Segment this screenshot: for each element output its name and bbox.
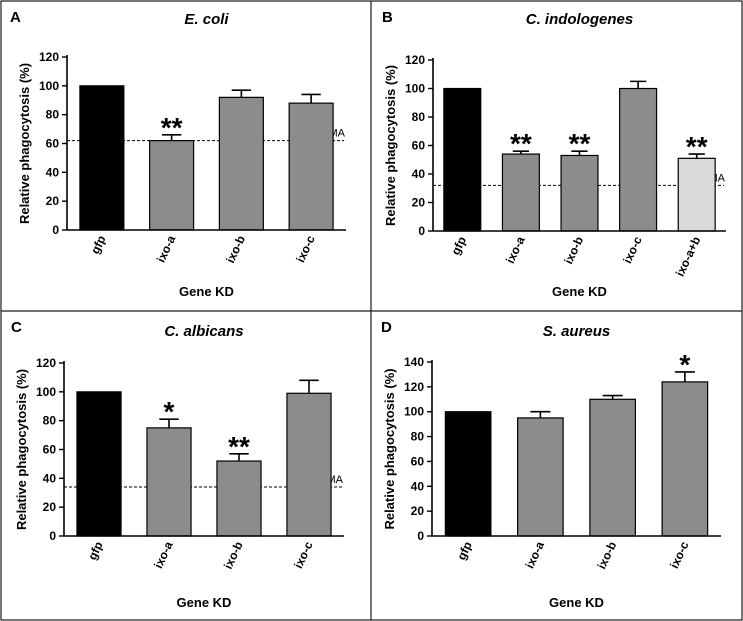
panel-d: D S. aureus 0 20 40 60 80 100 120 140 Relative pha… [381,319,721,610]
bar-ixo-c [286,392,332,537]
panel-title: S. aureus [543,323,611,340]
bar-ixo-b [216,460,262,537]
panel-title: E. coli [184,11,229,28]
y-tick-label: 100 [404,405,424,419]
y-axis-title: Relative phagocytosis (%) [17,63,32,224]
y-tick-label: 80 [46,108,60,122]
significance-marker: ** [228,431,250,462]
y-tick-label: 20 [411,504,425,518]
y-tick-label: 100 [36,385,56,399]
significance-marker: ** [686,131,708,162]
panel-title: C. albicans [164,323,243,340]
bar-ixo-b [589,398,636,537]
panel-letter: C [11,319,22,336]
panel-c: C C. albicans 0 20 40 60 80 100 120 Relative phag… [11,319,344,610]
significance-marker: ** [510,128,532,159]
bar-ixo-a [517,417,564,537]
y-tick-label: 80 [412,110,426,124]
x-axis-title: Gene KD [549,595,604,610]
y-tick-label: 0 [418,224,425,238]
y-tick-label: 100 [405,82,425,96]
bar-gfp [79,85,125,231]
y-tick-label: 100 [39,79,59,93]
bar-ixo-b [560,154,599,232]
y-axis-title: Relative phagocytosis (%) [14,369,29,530]
y-tick-label: 120 [39,50,59,64]
x-axis-title: Gene KD [179,284,234,299]
significance-marker: ** [161,112,183,143]
bar-ixo-c [288,102,334,231]
significance-marker: * [164,396,175,427]
significance-marker: ** [569,128,591,159]
significance-marker: * [679,349,690,380]
y-tick-label: 40 [43,471,57,485]
y-tick-label: 80 [411,430,425,444]
bar-ixo-a [146,427,192,537]
y-tick-label: 0 [49,529,56,543]
y-tick-label: 60 [412,139,426,153]
y-tick-label: 40 [411,479,425,493]
panel-a: A E. coli 0 20 40 60 80 100 120 Relative phagocyt… [10,9,346,299]
y-tick-label: 20 [46,194,60,208]
y-tick-label: 20 [412,196,426,210]
y-tick-label: 40 [46,165,60,179]
bar-ixo-c [661,381,709,537]
y-tick-label: 140 [404,355,424,369]
bar-ixo-c [619,87,658,232]
y-tick-label: 120 [405,53,425,67]
panel-letter: A [10,9,21,26]
y-tick-label: 60 [46,137,60,151]
y-tick-label: 120 [36,356,56,370]
y-tick-label: 60 [411,454,425,468]
y-tick-label: 0 [52,223,59,237]
bar-ixo-a [501,153,540,232]
y-tick-label: 60 [43,443,57,457]
y-axis-title: Relative phagocytosis (%) [383,65,398,226]
panel-title: C. indologenes [526,11,634,28]
bar-gfp [444,411,492,537]
bar-ixo-a+b [677,157,716,232]
y-axis-title: Relative phagocytosis (%) [382,368,397,529]
bar-ixo-b [218,96,264,231]
x-axis-title: Gene KD [177,595,232,610]
y-tick-label: 80 [43,414,57,428]
bar-gfp [76,391,122,537]
y-tick-label: 20 [43,500,57,514]
y-tick-label: 120 [404,380,424,394]
bar-gfp [443,87,482,232]
x-axis-title: Gene KD [552,284,607,299]
panel-letter: D [381,319,392,336]
bar-ixo-a [149,140,195,231]
panel-letter: B [382,9,393,26]
panel-b: B C. indologenes 0 20 40 60 80 100 120 Relative p… [382,9,726,299]
y-tick-label: 40 [412,167,426,181]
y-tick-label: 0 [417,529,424,543]
